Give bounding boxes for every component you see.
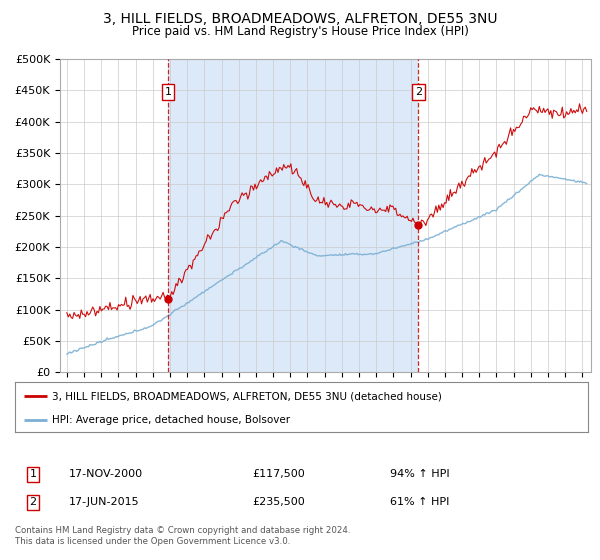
Text: HPI: Average price, detached house, Bolsover: HPI: Average price, detached house, Bols… xyxy=(52,415,290,424)
Text: Price paid vs. HM Land Registry's House Price Index (HPI): Price paid vs. HM Land Registry's House … xyxy=(131,25,469,38)
Text: 3, HILL FIELDS, BROADMEADOWS, ALFRETON, DE55 3NU (detached house): 3, HILL FIELDS, BROADMEADOWS, ALFRETON, … xyxy=(52,391,442,401)
Text: 2: 2 xyxy=(29,497,37,507)
Text: 61% ↑ HPI: 61% ↑ HPI xyxy=(390,497,449,507)
Text: Contains HM Land Registry data © Crown copyright and database right 2024.
This d: Contains HM Land Registry data © Crown c… xyxy=(15,526,350,546)
Text: 17-JUN-2015: 17-JUN-2015 xyxy=(69,497,140,507)
Text: 3, HILL FIELDS, BROADMEADOWS, ALFRETON, DE55 3NU: 3, HILL FIELDS, BROADMEADOWS, ALFRETON, … xyxy=(103,12,497,26)
Bar xyxy=(168,59,418,372)
Text: 17-NOV-2000: 17-NOV-2000 xyxy=(69,469,143,479)
Text: 1: 1 xyxy=(164,87,172,97)
Text: 94% ↑ HPI: 94% ↑ HPI xyxy=(390,469,449,479)
Text: £235,500: £235,500 xyxy=(252,497,305,507)
Text: £117,500: £117,500 xyxy=(252,469,305,479)
Text: 1: 1 xyxy=(29,469,37,479)
Text: 2: 2 xyxy=(415,87,422,97)
